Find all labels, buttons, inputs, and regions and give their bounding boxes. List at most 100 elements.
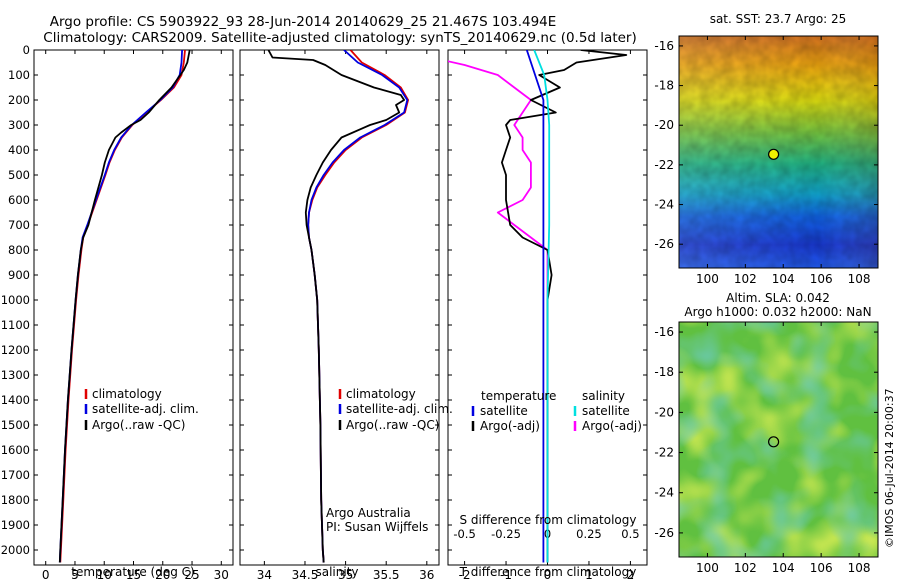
y-tick-label: 700 <box>8 218 30 232</box>
map-y-tick-label: -26 <box>654 237 674 251</box>
series-line-argorawqc <box>58 50 191 563</box>
y-tick-label: 1300 <box>1 368 30 382</box>
map-x-tick-label: 106 <box>810 272 833 286</box>
legend-label: Argo(-adj) <box>582 419 642 433</box>
argo-float-marker <box>767 436 780 448</box>
y-tick-label: 600 <box>8 193 30 207</box>
map-x-tick-label: 102 <box>734 561 757 575</box>
sst-map-title: sat. SST: 23.7 Argo: 25 <box>710 12 847 26</box>
y-tick-label: 1100 <box>1 318 30 332</box>
legend-label: climatology <box>92 387 162 401</box>
sst-map-axes: 100 102 104 106 108 -16 -18 -20 -22 -24 -26 <box>654 36 878 286</box>
y-tick-label: 1200 <box>1 343 30 357</box>
map-x-tick-label: 100 <box>696 272 719 286</box>
difference-lines <box>448 50 628 563</box>
legend-header: temperature <box>481 389 556 403</box>
figure-title-line1: Argo profile: CS 5903922_93 28-Jun-2014 … <box>50 14 557 30</box>
salinity-plot: 34 34.5 35 35.5 36 climatologysatellite-adj. … <box>240 49 453 580</box>
map-y-tick-label: -22 <box>654 446 674 460</box>
legend-label: satellite <box>480 404 528 418</box>
x-tick-label-s: 0.25 <box>576 527 602 541</box>
map-y-tick-label: -20 <box>654 405 674 419</box>
x-tick-label: -1 <box>500 568 512 580</box>
map-y-tick-label: -18 <box>654 365 674 379</box>
x-tick-label: 0 <box>544 568 552 580</box>
map-y-tick-label: -16 <box>654 325 674 339</box>
profile-lines <box>58 50 191 563</box>
x-tick-label: 5 <box>71 568 79 580</box>
y-tick-label: 500 <box>8 168 30 182</box>
series-line-argorawqc <box>267 50 406 563</box>
y-tick-label: 1500 <box>1 418 30 432</box>
y-tick-label: 200 <box>8 93 30 107</box>
imos-stamp: ©IMOS 06-Jul-2014 20:00:37 <box>883 388 896 548</box>
map-x-tick-label: 104 <box>772 561 795 575</box>
temperature-xlabel: temperature (deg C) <box>71 565 194 579</box>
series-line-satelliteadjclim <box>307 50 409 563</box>
map-x-tick-label: 100 <box>696 561 719 575</box>
y-tick-label: 900 <box>8 268 30 282</box>
x-tick-label: 10 <box>97 568 112 580</box>
sst-map: 100 102 104 106 108 -16 -18 -20 -22 -24 -26 <box>654 35 879 286</box>
legend-label: Argo(-adj) <box>480 419 540 433</box>
x-tick-label: 35 <box>338 568 353 580</box>
map-y-tick-label: -24 <box>654 198 674 212</box>
series-line-climatology <box>307 50 410 563</box>
map-x-tick-label: 104 <box>772 272 795 286</box>
credit-line2: PI: Susan Wijffels <box>326 520 428 534</box>
x-tick-label-s: -0.25 <box>491 527 521 541</box>
difference-xlabel: T difference from climatology <box>459 565 637 579</box>
map-y-tick-label: -16 <box>654 39 674 53</box>
sla-map-axes: 100 102 104 106 108 -16 -18 -20 -22 -24 -26 <box>654 322 878 575</box>
map-y-tick-label: -22 <box>654 158 674 172</box>
series-line-climatology <box>59 50 186 563</box>
y-tick-label: 300 <box>8 118 30 132</box>
y-tick-label: 1400 <box>1 393 30 407</box>
salinity-axes <box>239 49 440 566</box>
y-tick-label: 1000 <box>1 293 30 307</box>
x-tick-label-s: 0.5 <box>621 527 639 541</box>
legend-label: climatology <box>346 387 416 401</box>
legend-label: satellite-adj. clim. <box>346 402 453 416</box>
credit-line1: Argo Australia <box>326 506 411 520</box>
legend-label: satellite-adj. clim. <box>92 402 199 416</box>
x-tick-label: 34 <box>257 568 272 580</box>
y-tick-label: 400 <box>8 143 30 157</box>
profile-lines <box>267 50 410 563</box>
argo-float-marker <box>767 148 780 160</box>
x-tick-label: 15 <box>126 568 141 580</box>
legend-header: salinity <box>582 389 625 403</box>
y-tick-label: 1600 <box>1 443 30 457</box>
salinity-xlabel: salinity <box>315 565 358 579</box>
y-tick-label: 1800 <box>1 493 30 507</box>
y-tick-label: 100 <box>8 68 30 82</box>
legend-label: satellite <box>582 404 630 418</box>
map-y-tick-label: -24 <box>654 486 674 500</box>
x-tick-label: 0 <box>42 568 50 580</box>
sla-map: 100 102 104 106 108 -16 -18 -20 -22 -24 -26 <box>654 321 879 575</box>
map-x-tick-label: 108 <box>848 272 871 286</box>
y-tick-label: 1700 <box>1 468 30 482</box>
map-x-tick-label: 106 <box>810 561 833 575</box>
x-tick-label: 1 <box>585 568 593 580</box>
x-tick-label: 30 <box>214 568 229 580</box>
x-tick-label: 2 <box>627 568 635 580</box>
map-x-tick-label: 108 <box>848 561 871 575</box>
sla-map-frame <box>678 321 879 558</box>
y-tick-label: 0 <box>23 43 30 57</box>
x-tick-label: -2 <box>459 568 471 580</box>
legend-label: Argo(..raw -QC) <box>346 418 439 432</box>
sla-map-title: Altim. SLA: 0.042 <box>726 291 830 305</box>
map-y-tick-label: -26 <box>654 526 674 540</box>
difference-xlabel-top: S difference from climatology <box>460 513 637 527</box>
x-tick-label-s: -0.5 <box>453 527 475 541</box>
map-y-tick-label: -18 <box>654 79 674 93</box>
figure-title-line2: Climatology: CARS2009. Satellite-adjuste… <box>43 30 636 46</box>
y-tick-label: 2000 <box>1 543 30 557</box>
temperature-plot: 0 5 10 15 20 25 300100200300400500600700800900… <box>1 43 233 580</box>
series-line-sargoadj <box>448 60 549 563</box>
x-tick-label: 25 <box>184 568 199 580</box>
series-line-satelliteadjclim <box>58 50 183 563</box>
